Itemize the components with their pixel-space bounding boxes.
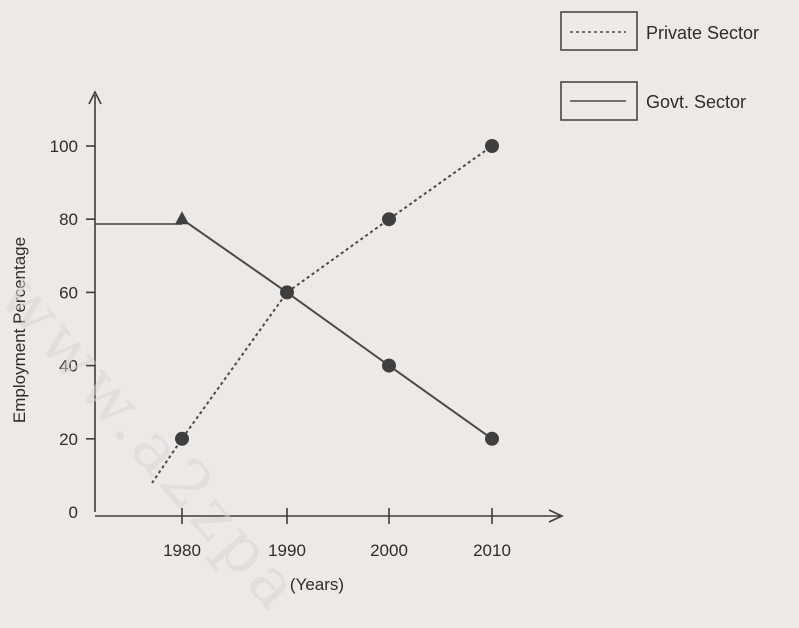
legend: Private Sector Govt. Sector <box>560 11 759 121</box>
data-point-private <box>175 431 189 446</box>
y-tick-label: 40 <box>59 357 78 376</box>
data-point-govt <box>282 287 292 298</box>
data-point-govt <box>175 211 189 225</box>
series-layer <box>151 139 499 484</box>
x-ticks: 1980 1990 2000 2010 <box>163 508 511 560</box>
data-point-private <box>382 212 396 227</box>
legend-swatch-private <box>560 11 638 51</box>
legend-item-govt: Govt. Sector <box>560 81 746 121</box>
x-tick-label: 1980 <box>163 541 201 560</box>
y-tick-label: 100 <box>50 137 78 156</box>
x-axis-arrow <box>548 509 564 523</box>
x-tick-label: 2000 <box>370 541 408 560</box>
y-tick-label: 0 <box>69 503 78 522</box>
legend-swatch-govt <box>560 81 638 121</box>
legend-label-private: Private Sector <box>646 23 759 43</box>
x-axis-label: (Years) <box>290 575 344 594</box>
y-axis-label: Employment Percentage <box>10 237 29 423</box>
axes <box>88 90 564 523</box>
data-point-private <box>485 139 499 153</box>
legend-label-govt: Govt. Sector <box>646 92 746 112</box>
series-line-private <box>151 145 493 484</box>
y-tick-label: 20 <box>59 430 78 449</box>
y-tick-label: 80 <box>59 210 78 229</box>
x-tick-label: 2010 <box>473 541 511 560</box>
x-tick-label: 1990 <box>268 541 306 560</box>
y-tick-label: 60 <box>59 283 78 302</box>
y-axis-arrow <box>88 90 102 105</box>
data-point-govt <box>485 431 499 446</box>
data-point-govt <box>382 358 396 373</box>
y-ticks: 0 20 40 60 80 100 <box>50 137 95 522</box>
legend-item-private: Private Sector <box>560 11 759 51</box>
series-line-govt <box>181 218 493 440</box>
line-chart: 0 20 40 60 80 100 1980 1990 2000 2010 Employment… <box>10 11 759 594</box>
